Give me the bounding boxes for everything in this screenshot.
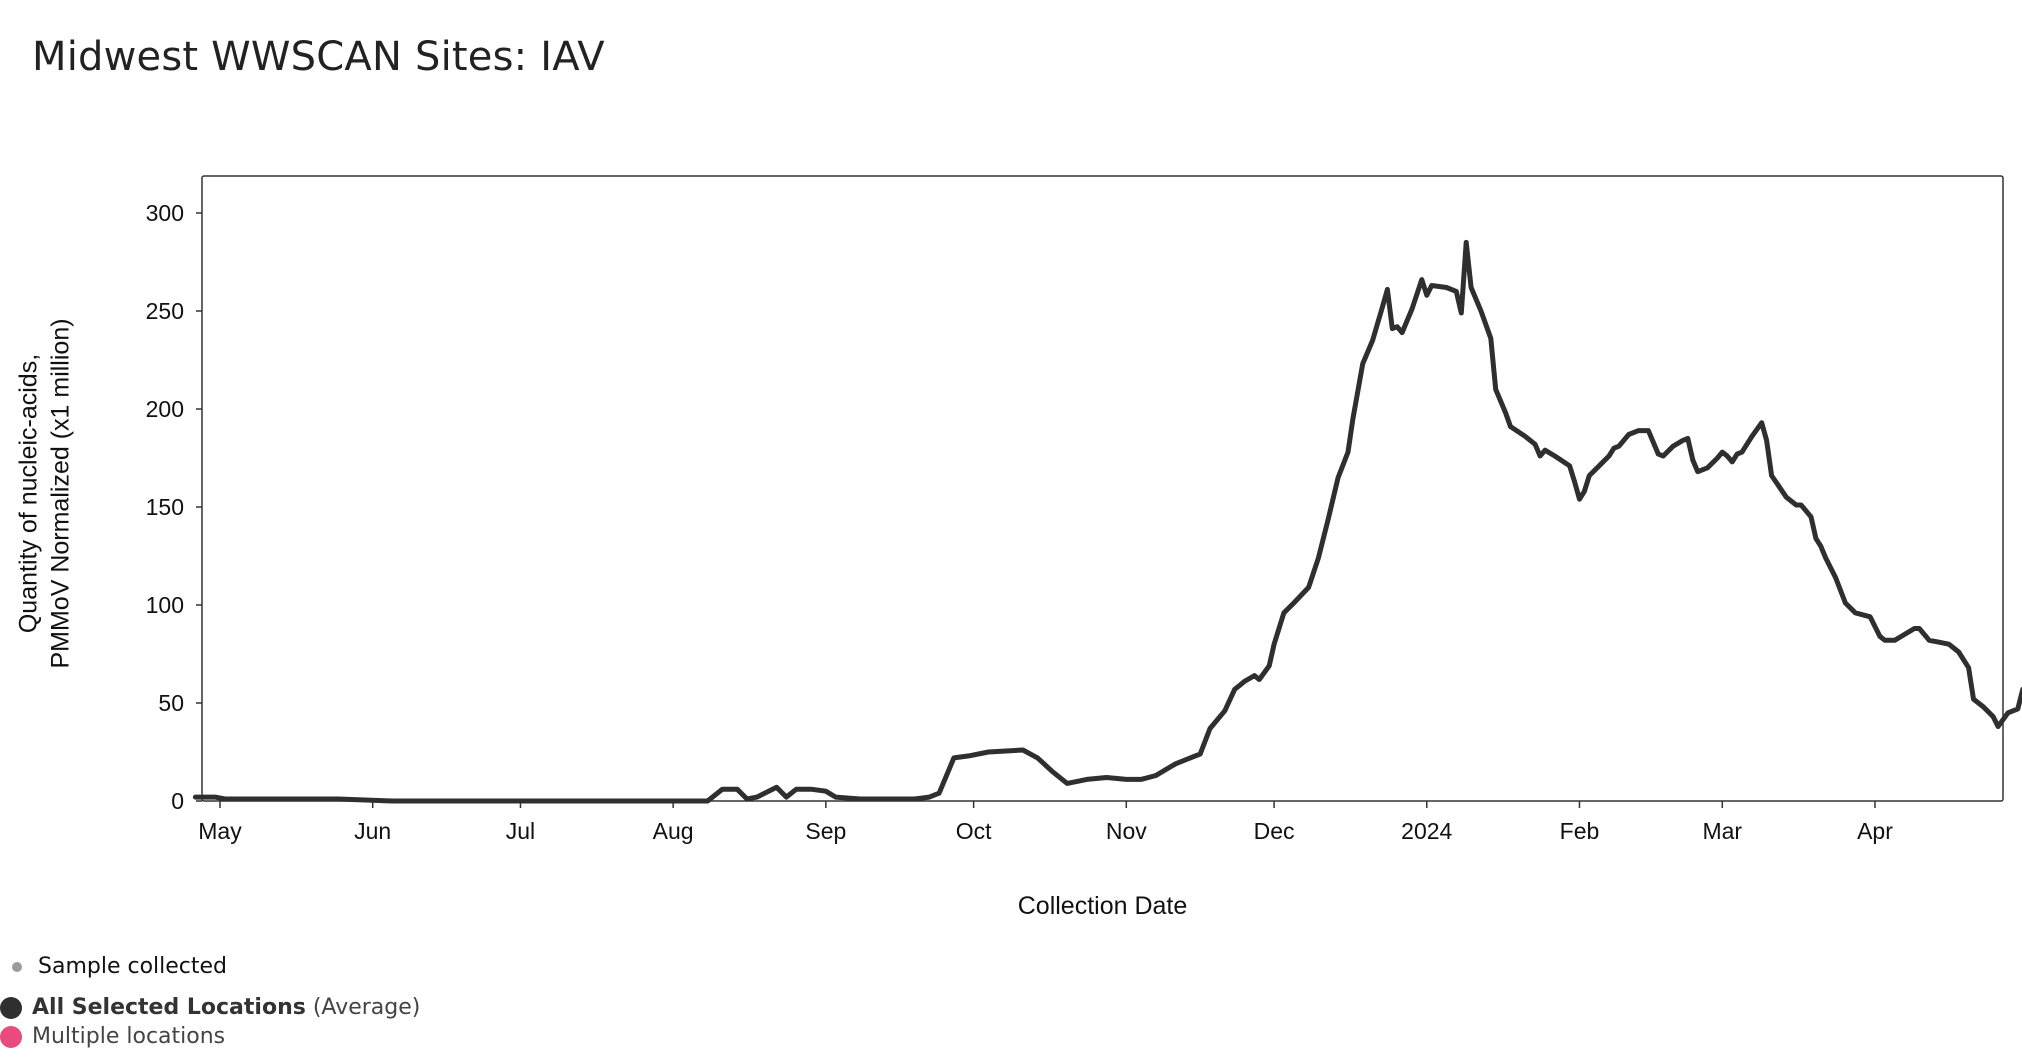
y-tick-label: 50 (158, 690, 184, 716)
multiple-locations-dot-icon (0, 1026, 22, 1048)
y-axis-label: Quantity of nucleic-acids, PMMoV Normaliz… (15, 318, 75, 668)
legend-sample-label: Sample collected (38, 954, 228, 979)
y-tick-label: 250 (146, 298, 184, 324)
line-chart: Quantity of nucleic-acids, PMMoV Normaliz… (15, 175, 2022, 920)
legend-sample-collected: Sample collected (12, 954, 227, 979)
y-tick-label: 0 (171, 788, 184, 814)
y-tick-label: 200 (146, 396, 184, 422)
x-tick-label: May (198, 818, 242, 844)
x-tick-label: Feb (1560, 818, 1600, 844)
y-tick-label: 100 (146, 592, 184, 618)
x-axis-ticks: May Jun Jul Aug Sep Oct Nov Dec 2024 Feb Mar Apr (198, 801, 1893, 844)
y-tick-label: 150 (146, 494, 184, 520)
legend-all-selected[interactable]: All Selected Locations (Average) (0, 995, 420, 1020)
plot-frame (201, 175, 2004, 802)
page-title: Midwest WWSCAN Sites: IAV (32, 34, 605, 80)
y-tick-label: 300 (146, 200, 184, 226)
x-tick-label: Nov (1106, 818, 1147, 844)
legend-average-suffix: (Average) (312, 995, 421, 1020)
legend-all-selected-label: All Selected Locations (32, 995, 306, 1020)
y-axis-label-line: PMMoV Normalized (x1 million) (47, 318, 75, 668)
x-tick-label: Aug (653, 818, 694, 844)
average-dot-icon (0, 997, 22, 1019)
x-axis-label: Collection Date (1018, 892, 1188, 920)
x-tick-label: Oct (956, 818, 992, 844)
y-axis-label-line: Quantity of nucleic-acids, (15, 354, 43, 633)
x-tick-label: 2024 (1401, 818, 1452, 844)
legend-multiple-locations[interactable]: Multiple locations (0, 1024, 225, 1049)
y-axis-ticks: 0 50 100 150 200 250 300 (146, 200, 202, 814)
x-tick-label: Mar (1702, 818, 1742, 844)
sample-dot-icon (12, 962, 22, 972)
x-tick-label: Dec (1254, 818, 1295, 844)
x-tick-label: Jun (354, 818, 391, 844)
x-tick-label: Apr (1857, 818, 1893, 844)
series-line-all-selected-locations (192, 239, 2022, 804)
x-tick-label: Jul (506, 818, 535, 844)
legend-multiple-label: Multiple locations (32, 1024, 226, 1049)
x-tick-label: Sep (805, 818, 846, 844)
